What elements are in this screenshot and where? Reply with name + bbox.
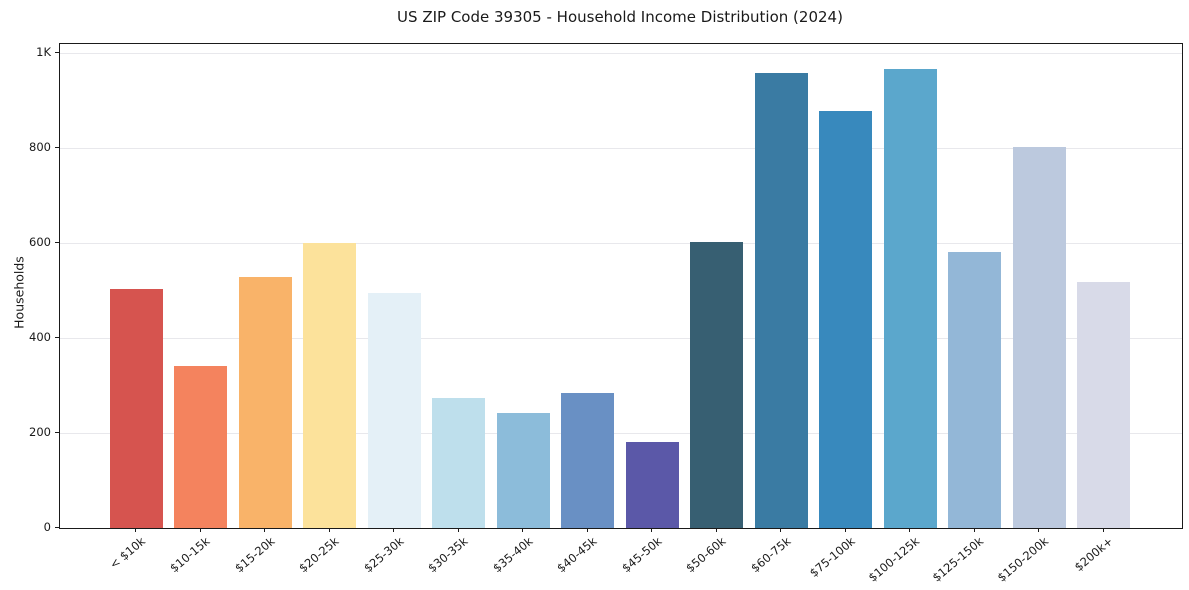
y-tick-label: 1K <box>36 45 51 60</box>
x-tick-label-text: $30-35k <box>425 534 471 576</box>
y-tick-mark <box>55 147 59 149</box>
x-tick-label-text: $200k+ <box>1071 534 1116 575</box>
x-tick-mark <box>973 528 975 532</box>
chart-title: US ZIP Code 39305 - Household Income Dis… <box>397 8 843 26</box>
x-tick-mark <box>1038 528 1039 532</box>
gridline-y-800 <box>60 147 1182 149</box>
bar-$40-45k <box>561 392 614 528</box>
x-tick-mark <box>264 528 265 532</box>
x-tick-label-text: $40-45k <box>554 534 600 576</box>
bar-$125-150k <box>948 252 1001 528</box>
x-tick-mark <box>780 528 781 532</box>
x-tick-mark <box>844 528 846 532</box>
x-tick-label-text: $15-20k <box>231 534 277 576</box>
x-tick-label-text: $25-30k <box>360 534 406 576</box>
bar-$30-35k <box>432 397 485 528</box>
x-tick-mark <box>586 528 588 532</box>
x-tick-label-text: < $10k <box>106 534 148 572</box>
y-tick-label: 600 <box>29 235 51 250</box>
bar-$35-40k <box>496 412 550 528</box>
x-tick-label-text: $75-100k <box>806 534 858 580</box>
y-tick-mark <box>55 52 59 54</box>
bar-$45-50k <box>625 441 679 528</box>
x-tick-mark <box>393 528 394 532</box>
gridline-y-1K <box>60 52 1182 54</box>
x-tick-mark <box>1102 528 1104 532</box>
x-tick-mark <box>909 528 910 532</box>
x-tick-label-text: $10-15k <box>167 534 213 576</box>
y-tick-mark <box>55 527 59 528</box>
bar-$200k+ <box>1077 281 1130 528</box>
x-tick-mark <box>328 528 330 532</box>
x-tick-mark <box>135 528 136 532</box>
x-tick-label-text: $125-150k <box>929 534 987 585</box>
bar-$20-25k <box>303 242 356 528</box>
gridline-y-400 <box>60 337 1182 339</box>
y-tick-label: 400 <box>29 330 51 345</box>
bar-$150-200k <box>1012 146 1066 528</box>
bar-$60-75k <box>754 73 808 528</box>
x-tick-label-text: $20-25k <box>296 534 342 576</box>
y-tick-mark <box>55 242 59 244</box>
y-tick-mark <box>55 337 59 339</box>
x-tick-mark <box>457 528 459 532</box>
bar-$25-30k <box>367 292 421 528</box>
x-tick-label-text: $45-50k <box>618 534 664 576</box>
x-tick-label-text: $50-60k <box>683 534 729 576</box>
x-tick-mark <box>199 528 201 532</box>
x-tick-mark <box>522 528 523 532</box>
y-tick-label: 800 <box>29 140 51 155</box>
y-axis-label: Households <box>11 256 27 329</box>
bar-$10-15k <box>174 366 227 528</box>
x-tick-label-text: $150-200k <box>994 534 1051 585</box>
bar-$15-20k <box>238 276 292 528</box>
bar-$50-60k <box>690 242 743 528</box>
x-tick-label-text: $35-40k <box>489 534 535 576</box>
y-tick-label: 0 <box>43 520 51 534</box>
bar-$75-100k <box>819 111 872 528</box>
y-tick-label: 200 <box>29 425 51 440</box>
gridline-y-600 <box>60 242 1182 244</box>
bar-$100-125k <box>883 68 937 528</box>
plot-area <box>59 43 1183 529</box>
bar-< $10k <box>109 288 163 528</box>
gridline-y-200 <box>60 432 1182 434</box>
x-tick-mark <box>715 528 717 532</box>
x-tick-label-text: $60-75k <box>747 534 793 576</box>
x-tick-mark <box>651 528 652 532</box>
y-tick-mark <box>55 432 59 434</box>
x-tick-label-text: $100-125k <box>865 534 922 585</box>
